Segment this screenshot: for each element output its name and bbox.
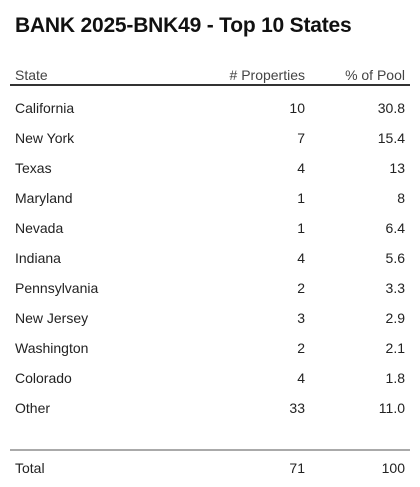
pct-cell: 2.9 [385, 310, 405, 326]
pct-cell: 5.6 [385, 250, 405, 266]
properties-cell: 1 [297, 220, 305, 236]
state-cell: Nevada [15, 220, 64, 236]
properties-cell: 3 [297, 310, 305, 326]
state-cell: Pennsylvania [15, 280, 99, 296]
total-label: Total [15, 460, 45, 476]
table-header: State # Properties % of Pool [10, 60, 410, 86]
state-cell: Maryland [15, 190, 73, 206]
properties-cell: 2 [297, 280, 305, 296]
table-body: California 10 30.8 New York 7 15.4 Texas… [10, 86, 410, 423]
pct-cell: 30.8 [377, 100, 405, 116]
header-pct-of-pool: % of Pool [345, 67, 405, 83]
table-row: Texas 4 13 [10, 153, 410, 183]
pct-cell: 8 [397, 190, 405, 206]
properties-cell: 1 [297, 190, 305, 206]
state-cell: Indiana [15, 250, 61, 266]
header-state: State [15, 67, 48, 83]
state-cell: New Jersey [15, 310, 89, 326]
state-cell: Other [15, 400, 51, 416]
pct-cell: 15.4 [377, 130, 405, 146]
state-cell: Washington [15, 340, 89, 356]
total-pct: 100 [381, 460, 405, 476]
state-cell: New York [15, 130, 75, 146]
pct-cell: 13 [389, 160, 405, 176]
properties-cell: 7 [297, 130, 305, 146]
total-row: Total 71 100 [10, 453, 410, 483]
table-row: Indiana 4 5.6 [10, 243, 410, 273]
pct-cell: 6.4 [385, 220, 405, 236]
properties-cell: 4 [297, 160, 305, 176]
pct-cell: 1.8 [385, 370, 405, 386]
table-row: California 10 30.8 [10, 93, 410, 123]
properties-cell: 10 [289, 100, 305, 116]
pct-cell: 3.3 [385, 280, 405, 296]
table-row: Washington 2 2.1 [10, 333, 410, 363]
pct-cell: 11.0 [378, 400, 405, 416]
total-divider [10, 449, 410, 451]
properties-cell: 33 [289, 400, 305, 416]
properties-cell: 4 [297, 250, 305, 266]
table-row: New York 7 15.4 [10, 123, 410, 153]
states-table: State # Properties % of Pool California … [10, 60, 410, 483]
page-title: BANK 2025-BNK49 - Top 10 States [15, 14, 352, 37]
table-row: Pennsylvania 2 3.3 [10, 273, 410, 303]
properties-cell: 2 [297, 340, 305, 356]
header-properties: # Properties [229, 67, 305, 83]
state-cell: California [15, 100, 75, 116]
state-cell: Texas [15, 160, 52, 176]
table-row: Colorado 4 1.8 [10, 363, 410, 393]
state-cell: Colorado [15, 370, 72, 386]
table-row: Nevada 1 6.4 [10, 213, 410, 243]
pct-cell: 2.1 [385, 340, 405, 356]
total-properties: 71 [289, 460, 305, 476]
properties-cell: 4 [297, 370, 305, 386]
table-row: Maryland 1 8 [10, 183, 410, 213]
table-row: Other 33 11.0 [10, 393, 410, 423]
table-row: New Jersey 3 2.9 [10, 303, 410, 333]
